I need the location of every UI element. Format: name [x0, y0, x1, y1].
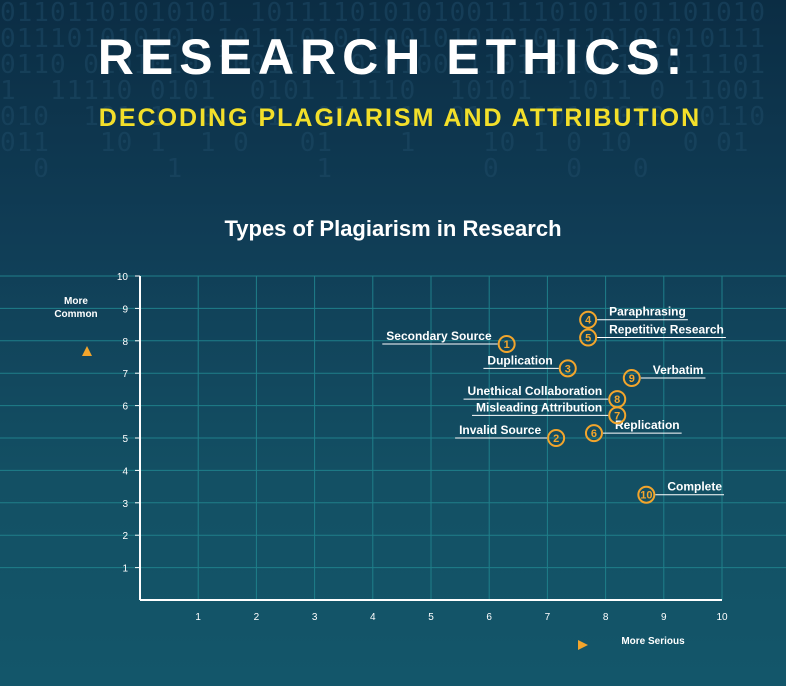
point-marker [579, 328, 598, 347]
point-number: 10 [640, 490, 652, 502]
point-number: 3 [565, 363, 571, 375]
data-point-5: Repetitive Research 5 [579, 323, 726, 347]
y-direction-arrowhead [82, 346, 92, 356]
point-number: 2 [553, 433, 559, 445]
subtitle: DECODING PLAGIARISM AND ATTRIBUTION [98, 104, 702, 132]
data-point-1: Secondary Source 1 [382, 329, 516, 354]
chart-points: Secondary Source 1 Invalid Source 2 Duplicat… [382, 305, 726, 504]
point-number: 4 [585, 315, 592, 327]
x-axis-title: More Serious [621, 636, 685, 647]
binary-row: 0110 010101011001101 0101001110110100101… [0, 50, 767, 80]
data-point-10: Complete 10 [637, 480, 725, 504]
point-marker [622, 369, 641, 388]
binary-row: 0 1 1 0 0 0 [0, 154, 700, 184]
binary-row: 1 11110 0101 0101 11110 10101 1011 0 110… [0, 76, 767, 106]
point-marker [558, 359, 577, 378]
point-label: Complete [667, 480, 722, 494]
y-tick-label: 7 [122, 369, 128, 380]
point-number: 9 [629, 373, 635, 385]
data-point-8: Unethical Collaboration 8 [463, 384, 627, 409]
point-number: 7 [614, 410, 620, 422]
data-point-9: Verbatim 9 [622, 363, 706, 388]
y-tick-label: 6 [122, 402, 128, 413]
chart-axes [135, 275, 722, 601]
point-marker [579, 310, 598, 329]
binary-row: 011101010101 101110101100101010101110101… [0, 24, 767, 54]
point-number: 1 [504, 339, 510, 351]
point-marker [637, 485, 656, 504]
point-label: Replication [615, 418, 680, 432]
x-tick-label: 9 [661, 612, 667, 623]
point-label: Unethical Collaboration [468, 384, 603, 398]
y-tick-label: 3 [122, 499, 128, 510]
x-tick-label: 7 [545, 612, 551, 623]
y-tick-label: 8 [122, 337, 128, 348]
point-label: Duplication [487, 353, 552, 367]
point-marker [584, 424, 603, 443]
binary-row: 011 10 1 1 0 01 1 10 1 0 10 0 01 [0, 128, 750, 158]
x-tick-label: 2 [254, 612, 260, 623]
data-point-3: Duplication 3 [483, 353, 577, 378]
data-point-2: Invalid Source 2 [455, 423, 566, 447]
point-label: Paraphrasing [609, 305, 686, 319]
point-label: Verbatim [653, 363, 704, 377]
point-number: 6 [591, 428, 597, 440]
point-label: Repetitive Research [609, 323, 724, 337]
data-point-6: Replication 6 [584, 418, 682, 443]
binary-background: 01101101010101 1011110101010011110101101… [0, 0, 786, 200]
data-point-4: Paraphrasing 4 [579, 305, 688, 329]
y-tick-label: 4 [122, 466, 128, 477]
x-direction-arrowhead [578, 640, 588, 650]
x-tick-label: 6 [486, 612, 492, 623]
y-tick-label: 1 [122, 564, 128, 575]
data-point-7: Misleading Attribution 7 [472, 400, 627, 425]
point-marker [497, 335, 516, 354]
y-tick-label: 10 [117, 272, 129, 283]
chart-title: Types of Plagiarism in Research [224, 216, 562, 241]
y-tick-label: 5 [122, 434, 128, 445]
binary-row: 010 101 1 0 01 01 1 01 101 1010 0110 [0, 102, 767, 132]
point-number: 5 [585, 333, 591, 345]
point-label: Invalid Source [459, 423, 541, 437]
x-tick-label: 3 [312, 612, 318, 623]
x-tick-label: 5 [428, 612, 434, 623]
main-title: RESEARCH ETHICS: [97, 29, 689, 85]
x-tick-label: 4 [370, 612, 376, 623]
y-tick-label: 9 [122, 304, 128, 315]
x-tick-label: 8 [603, 612, 609, 623]
x-tick-label: 1 [195, 612, 201, 623]
point-label: Secondary Source [386, 329, 492, 343]
point-label: Misleading Attribution [476, 400, 602, 414]
chart-direction-arrows [82, 346, 588, 650]
y-axis-title: More Common [54, 296, 98, 320]
y-tick-label: 2 [122, 531, 128, 542]
x-tick-label: 10 [716, 612, 728, 623]
point-marker [547, 429, 566, 447]
point-number: 8 [614, 394, 620, 406]
binary-row: 01101101010101 1011110101010011110101101… [0, 0, 767, 28]
point-marker [608, 390, 627, 409]
